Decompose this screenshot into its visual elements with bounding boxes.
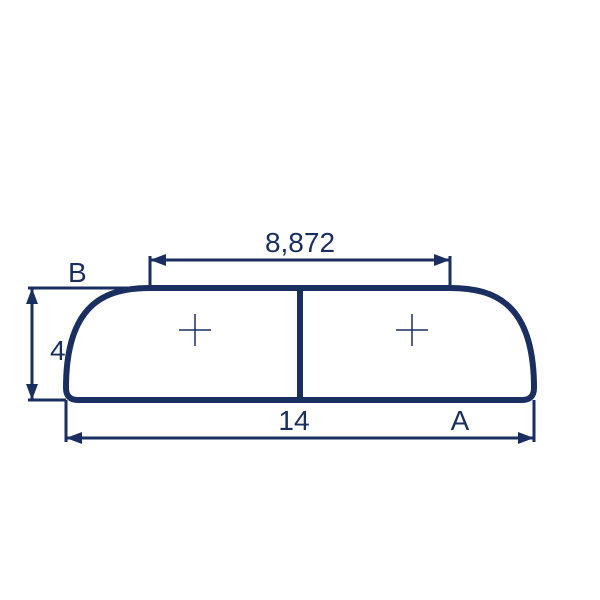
arrowhead (26, 288, 38, 304)
ref-B: B (68, 257, 87, 288)
arrowhead (26, 384, 38, 400)
ref-A: A (451, 405, 470, 436)
dim-left-value: 4 (50, 335, 66, 366)
dim-bot-value: 14 (278, 405, 309, 436)
arrowhead (518, 432, 534, 444)
arrowhead (66, 432, 82, 444)
dim-top-value: 8,872 (265, 227, 335, 258)
arrowhead (150, 254, 166, 266)
arrowhead (434, 254, 450, 266)
